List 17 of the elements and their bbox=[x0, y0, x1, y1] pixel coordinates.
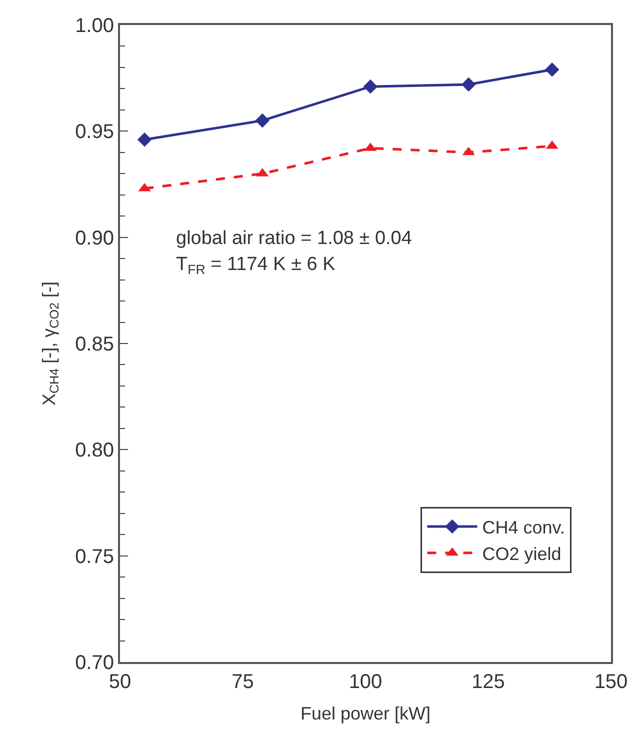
x-tick-label: 125 bbox=[472, 671, 505, 693]
annotation: T$_{FR}$ = 1174 K ± 6 K bbox=[176, 254, 336, 277]
y-tick-label: 0.90 bbox=[75, 227, 114, 250]
legend-label: CO2 yield bbox=[482, 544, 562, 564]
annotation: global air ratio = 1.08 ± 0.04 bbox=[176, 228, 412, 249]
legend-label: CH4 conv. bbox=[482, 518, 565, 538]
y-tick-label: 0.70 bbox=[75, 652, 114, 674]
y-tick-label: 1.00 bbox=[75, 15, 114, 37]
x-tick-label: 75 bbox=[232, 671, 254, 693]
y-tick-label: 0.75 bbox=[75, 546, 114, 568]
x-axis-title: Fuel power [kW] bbox=[300, 704, 431, 724]
x-tick-label: 150 bbox=[594, 671, 628, 693]
y-tick-label: 0.95 bbox=[75, 121, 114, 144]
y-tick-label: 0.80 bbox=[75, 440, 114, 462]
x-tick-label: 100 bbox=[348, 671, 382, 693]
y-tick-label: 0.85 bbox=[75, 334, 114, 356]
x-tick-label: 50 bbox=[108, 671, 132, 693]
